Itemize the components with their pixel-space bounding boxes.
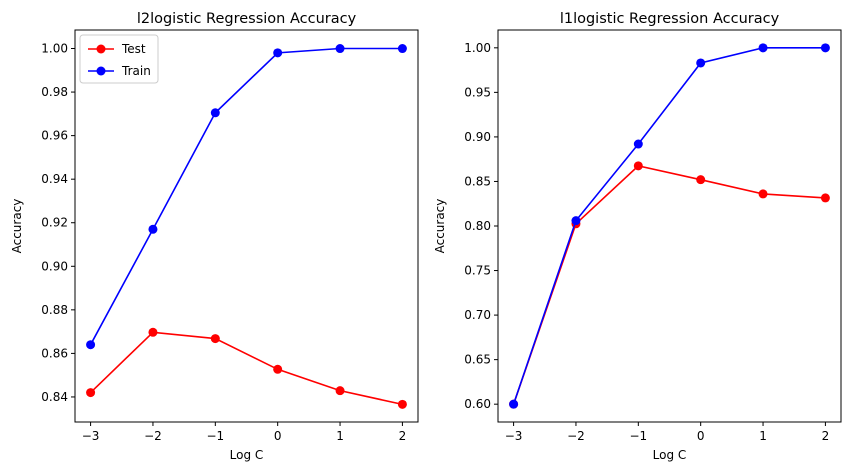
y-tick-label: 0.94 (41, 172, 68, 186)
series-line-train (512, 47, 826, 405)
x-tick-label: 0 (274, 429, 282, 443)
data-point-train (758, 43, 768, 53)
x-tick-label: 0 (697, 429, 705, 443)
x-tick-label: −1 (629, 429, 647, 443)
y-tick-label: 0.86 (41, 346, 68, 360)
y-axis-label: Accuracy (10, 199, 24, 254)
legend-entry-test: Test (88, 42, 146, 56)
x-axis-label: Log C (230, 448, 264, 462)
chart-l2: l2logistic Regression Accuracy Log C Acc… (10, 11, 419, 462)
ticks-group: −3 −2 −1 0 1 2 0.60 0.65 0.70 0.75 0.80 0.85 0.90 0.9… (464, 41, 829, 443)
legend-label: Test (121, 42, 146, 56)
x-tick-label: −1 (206, 429, 224, 443)
data-point-test (210, 334, 220, 344)
ticks-group: −3 −2 −1 0 1 2 0.84 0.86 0.88 0.90 0.92 0.94 0.96 0.9… (41, 42, 406, 443)
x-axis-label: Log C (653, 448, 687, 462)
x-tick-label: 2 (399, 429, 407, 443)
x-tick-label: −2 (144, 429, 162, 443)
y-tick-label: 0.70 (464, 308, 491, 322)
series-layer (86, 44, 407, 409)
chart-title: l1logistic Regression Accuracy (560, 11, 780, 27)
x-tick-label: 1 (759, 429, 767, 443)
x-tick-label: −2 (567, 429, 585, 443)
data-point-test (86, 388, 96, 398)
plot-frame (497, 29, 842, 423)
legend: Test Train (79, 34, 159, 84)
y-tick-label: 0.80 (464, 219, 491, 233)
legend-label: Train (121, 64, 151, 78)
chart-l1: l1logistic Regression Accuracy Log C Acc… (433, 11, 842, 462)
data-point-train (820, 43, 830, 53)
series-line-train (89, 47, 403, 346)
y-tick-label: 0.85 (464, 174, 491, 188)
legend-swatch-marker (96, 66, 106, 76)
y-tick-label: 0.65 (464, 353, 491, 367)
legend-entry-train: Train (88, 64, 151, 78)
data-point-train (335, 44, 345, 54)
y-tick-label: 1.00 (464, 41, 491, 55)
y-tick-label: 1.00 (41, 42, 68, 56)
data-point-train (633, 139, 643, 149)
data-point-test (820, 193, 830, 203)
data-point-train (273, 48, 283, 58)
y-tick-label: 0.88 (41, 303, 68, 317)
legend-swatch-marker (96, 44, 106, 54)
series-line-test (90, 331, 403, 406)
y-tick-label: 0.92 (41, 216, 68, 230)
series-line-test (512, 164, 826, 405)
chart-title: l2logistic Regression Accuracy (137, 11, 357, 27)
data-point-test (397, 399, 407, 409)
y-tick-label: 0.90 (464, 130, 491, 144)
data-point-train (696, 58, 706, 68)
y-axis-label: Accuracy (433, 199, 447, 254)
data-point-train (148, 224, 158, 234)
y-tick-label: 0.84 (41, 390, 68, 404)
x-tick-label: −3 (505, 429, 523, 443)
data-point-test (273, 364, 283, 374)
x-tick-label: 1 (336, 429, 344, 443)
y-tick-label: 0.75 (464, 264, 491, 278)
plot-frame (74, 29, 419, 423)
y-tick-label: 0.96 (41, 129, 68, 143)
y-tick-label: 0.60 (464, 397, 491, 411)
data-point-train (86, 340, 96, 350)
series-layer (509, 43, 830, 409)
data-point-test (758, 189, 768, 199)
y-tick-label: 0.98 (41, 85, 68, 99)
x-tick-label: 2 (822, 429, 830, 443)
y-tick-label: 0.95 (464, 85, 491, 99)
data-point-train (397, 44, 407, 54)
y-tick-label: 0.90 (41, 259, 68, 273)
data-point-test (633, 161, 643, 171)
data-point-train (509, 399, 519, 409)
data-point-test (148, 327, 158, 337)
data-point-train (571, 216, 581, 226)
data-point-test (335, 386, 345, 396)
data-point-test (696, 175, 706, 185)
data-point-train (210, 108, 220, 118)
x-tick-label: −3 (82, 429, 100, 443)
